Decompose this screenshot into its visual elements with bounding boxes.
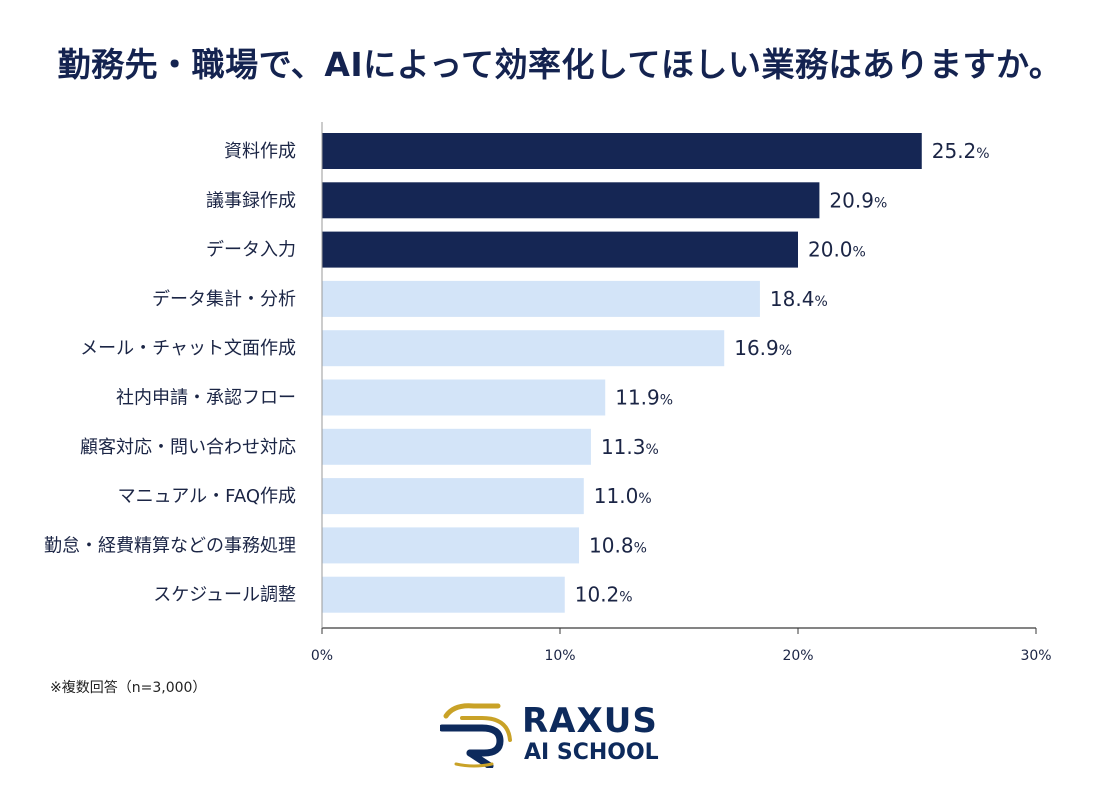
chart-title: 勤務先・職場で、AIによって効率化してほしい業務はありますか。	[57, 45, 1063, 84]
bar	[322, 280, 760, 317]
value-label: 20.0%	[808, 238, 866, 262]
value-label: 18.4%	[770, 287, 828, 311]
x-tick-label: 10%	[544, 648, 575, 664]
value-unit: %	[779, 343, 792, 359]
bar	[322, 576, 565, 613]
value-label: 11.3%	[601, 435, 659, 459]
value-number: 16.9	[734, 336, 779, 360]
value-unit: %	[976, 146, 989, 162]
category-label: 勤怠・経費精算などの事務処理	[44, 535, 296, 556]
category-label: データ入力	[206, 240, 296, 261]
value-label: 25.2%	[932, 139, 990, 163]
value-number: 18.4	[770, 287, 815, 311]
category-label: 顧客対応・問い合わせ対応	[80, 437, 296, 458]
value-number: 11.3	[601, 435, 646, 459]
bar	[322, 478, 584, 515]
value-unit: %	[853, 245, 866, 261]
value-label: 10.8%	[589, 533, 647, 557]
category-label: データ集計・分析	[152, 289, 296, 310]
value-number: 10.2	[575, 583, 620, 607]
bar	[322, 428, 591, 465]
footnote: ※複数回答（n=3,000）	[50, 680, 207, 696]
category-label: マニュアル・FAQ作成	[118, 486, 296, 507]
value-label: 20.9%	[829, 188, 887, 212]
x-tick-label: 30%	[1020, 648, 1051, 664]
value-unit: %	[634, 540, 647, 556]
category-label: メール・チャット文面作成	[80, 338, 296, 359]
logo-text-ai-school: AI SCHOOL	[524, 740, 659, 765]
value-unit: %	[619, 590, 632, 606]
bar	[322, 231, 798, 268]
value-number: 11.9	[615, 386, 660, 410]
value-unit: %	[874, 195, 887, 211]
category-label: 資料作成	[224, 141, 296, 162]
bar	[322, 527, 580, 564]
value-unit: %	[645, 442, 658, 458]
bar	[322, 182, 820, 219]
value-unit: %	[638, 491, 651, 507]
bar	[322, 133, 922, 169]
category-label: スケジュール調整	[153, 585, 296, 606]
value-number: 20.0	[808, 238, 853, 262]
value-label: 16.9%	[734, 336, 792, 360]
bar	[322, 379, 606, 416]
bar	[322, 330, 725, 367]
category-label: 議事録作成	[206, 190, 296, 211]
value-number: 11.0	[594, 484, 639, 508]
value-number: 25.2	[932, 139, 977, 163]
value-number: 10.8	[589, 533, 634, 557]
logo-mark-icon	[440, 703, 512, 768]
x-tick-label: 20%	[782, 648, 813, 664]
raxus-logo: RAXUS AI SCHOOL	[440, 698, 700, 778]
value-label: 11.9%	[615, 386, 673, 410]
value-label: 10.2%	[575, 583, 633, 607]
value-unit: %	[660, 393, 673, 409]
x-tick-label: 0%	[311, 648, 333, 664]
category-label: 社内申請・承認フロー	[116, 388, 296, 409]
value-number: 20.9	[829, 188, 874, 212]
value-unit: %	[814, 294, 827, 310]
logo-text-raxus: RAXUS	[522, 701, 658, 741]
value-label: 11.0%	[594, 484, 652, 508]
